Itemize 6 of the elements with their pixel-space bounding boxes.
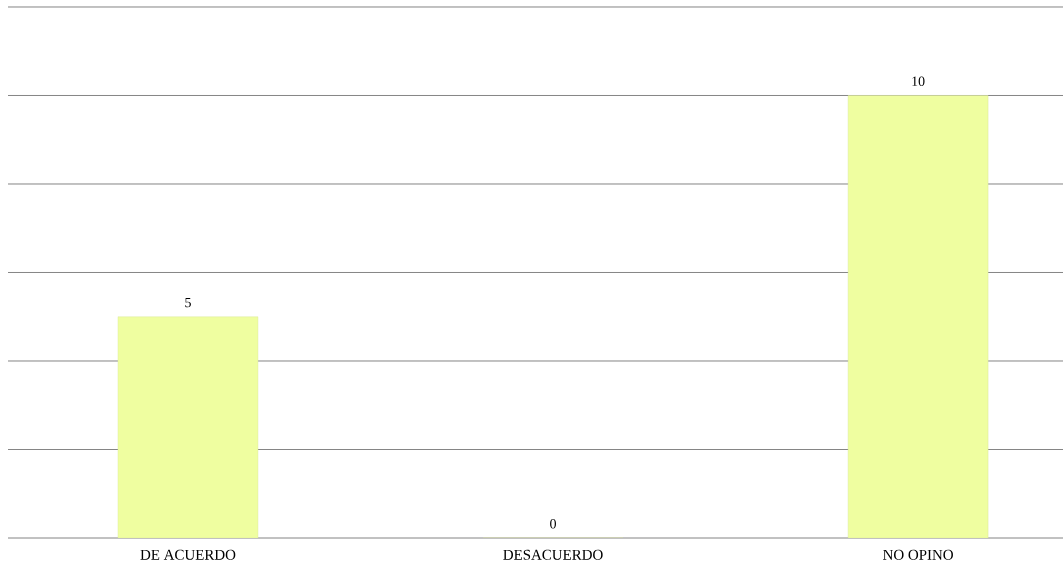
data-label: 0 (550, 519, 556, 529)
data-label: 5 (185, 297, 191, 308)
x-tick-label: NO OPINO (883, 549, 953, 560)
x-tick-label: DE ACUERDO (140, 549, 236, 560)
data-label: 10 (912, 76, 925, 86)
x-tick-label: DESACUERDO (503, 549, 603, 560)
